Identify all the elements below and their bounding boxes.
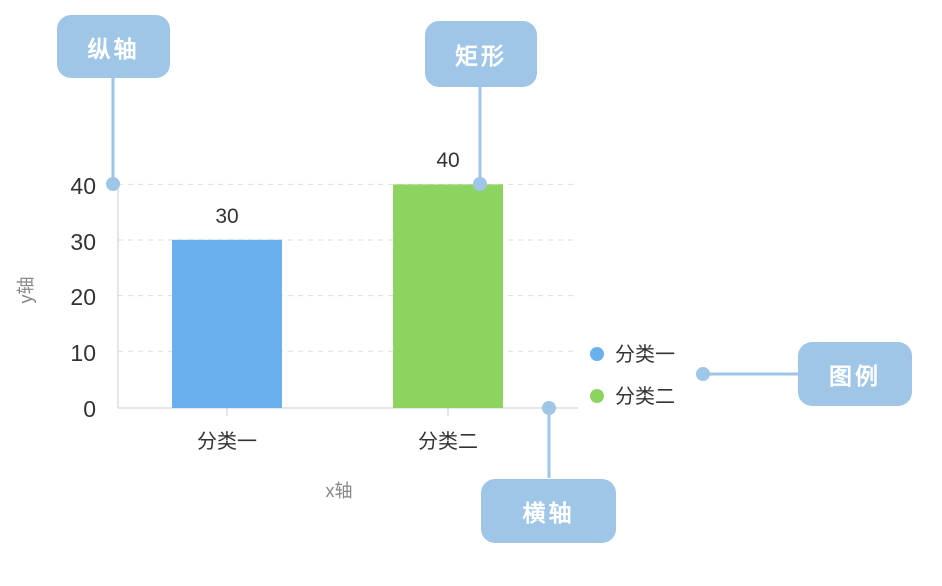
- svg-text:x轴: x轴: [326, 481, 353, 501]
- svg-text:10: 10: [70, 340, 96, 366]
- svg-text:分类一: 分类一: [197, 430, 257, 453]
- svg-text:0: 0: [83, 396, 96, 422]
- svg-text:分类二: 分类二: [615, 385, 675, 408]
- svg-text:40: 40: [436, 149, 459, 172]
- svg-text:y轴: y轴: [16, 277, 36, 304]
- svg-text:30: 30: [70, 229, 96, 255]
- svg-text:30: 30: [215, 205, 238, 228]
- svg-text:分类二: 分类二: [418, 430, 478, 453]
- svg-text:分类一: 分类一: [615, 343, 675, 366]
- svg-text:20: 20: [70, 284, 96, 310]
- svg-text:40: 40: [70, 173, 96, 199]
